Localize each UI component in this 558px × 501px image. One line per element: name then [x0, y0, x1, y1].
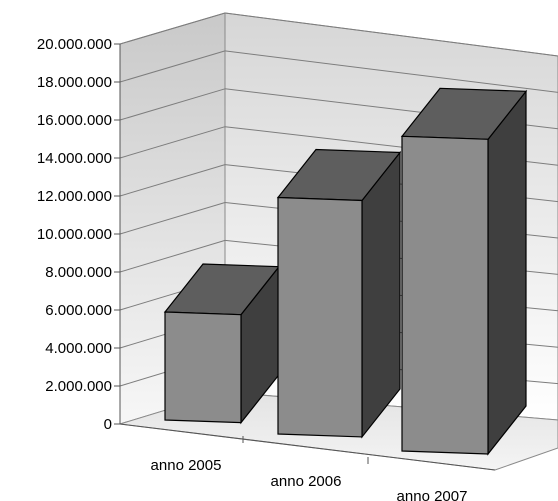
y-tick-label: 6.000.000 [45, 302, 112, 319]
gridline-side [119, 239, 226, 273]
gridline-side [119, 88, 226, 121]
y-tick-label: 2.000.000 [45, 378, 112, 395]
gridline-back [224, 12, 558, 57]
bar-front-face [164, 311, 242, 424]
bar-side-face [361, 150, 401, 439]
y-tick-label: 12.000.000 [37, 188, 112, 205]
y-tick-label: 0 [104, 416, 112, 433]
bar-side-face [487, 89, 527, 456]
y-tick-label: 20.000.000 [37, 36, 112, 53]
y-tick-label: 8.000.000 [45, 264, 112, 281]
y-tick-label: 18.000.000 [37, 74, 112, 91]
gridline-side [119, 202, 226, 235]
gridline-back [224, 50, 558, 93]
y-tick-label: 4.000.000 [45, 340, 112, 357]
x-tick-label: anno 2006 [271, 473, 342, 490]
gridline-side [119, 164, 226, 197]
x-tick-label: anno 2007 [397, 488, 468, 501]
y-tick-label: 10.000.000 [37, 226, 112, 243]
gridline-side [119, 126, 226, 159]
y-tick-label: 14.000.000 [37, 150, 112, 167]
bar-front-face [401, 135, 489, 455]
x-tick-label: anno 2005 [151, 457, 222, 474]
gridline-side [119, 50, 226, 83]
bar-front-face [277, 196, 363, 438]
y-tick-label: 16.000.000 [37, 112, 112, 129]
gridline-side [119, 12, 226, 45]
x-axis-line [119, 423, 496, 471]
